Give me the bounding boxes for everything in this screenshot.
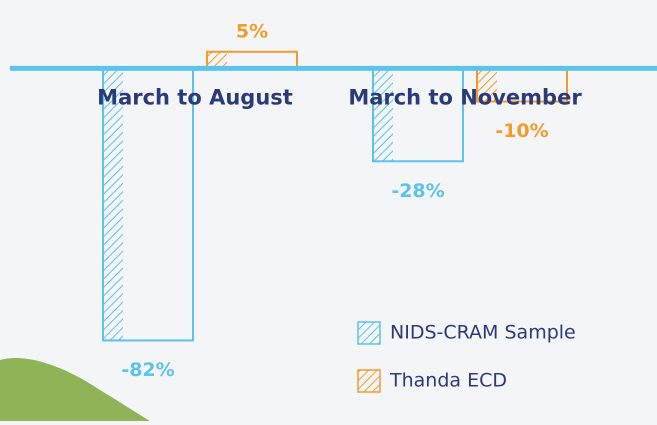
legend-swatch [357,321,381,345]
decor-hill [0,358,150,421]
legend-label: Thanda ECD [389,370,507,392]
value-label: -10% [495,120,548,142]
value-label: -28% [391,180,444,202]
bar-hatch [477,68,497,102]
x-tick-label: March to November [348,85,582,109]
x-tick-label: March to August [97,85,293,109]
value-label: 5% [236,20,268,42]
value-label: -82% [121,359,174,381]
bar-hatch [207,51,227,69]
bar-hatch [103,68,123,341]
legend-label: NIDS-CRAM Sample [390,322,576,344]
bar-hatch [373,68,393,162]
legend-swatch [357,369,381,393]
